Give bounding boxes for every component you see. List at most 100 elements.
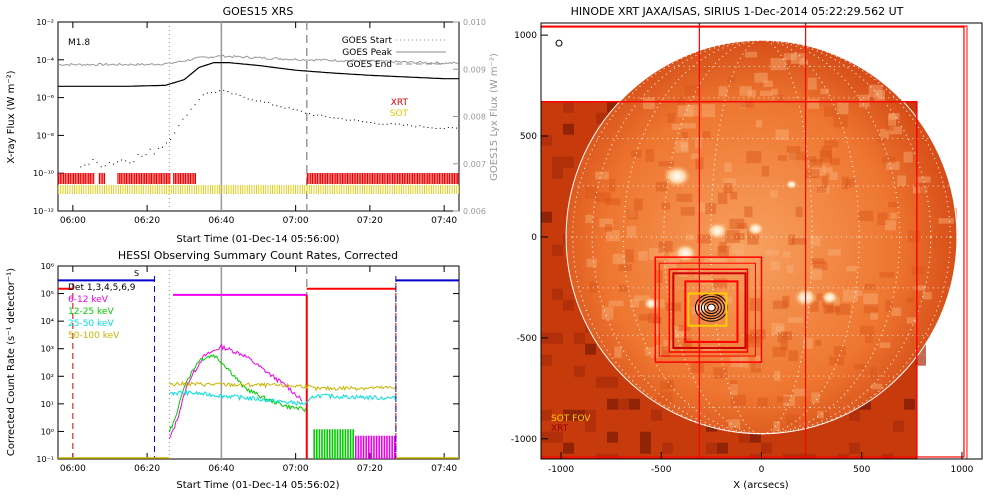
disk-texture	[724, 162, 732, 172]
goes-legend: GOES Start GOES Peak GOES End	[342, 36, 446, 70]
sot-coverage-tick	[127, 185, 128, 194]
sot-coverage-tick	[283, 185, 285, 194]
xrt-coverage-tick	[159, 173, 161, 184]
goes-short-point	[374, 122, 376, 124]
active-region	[706, 222, 729, 240]
xrt-pixel-block	[904, 398, 915, 410]
sot-coverage-tick	[451, 185, 453, 194]
xrt-pixel-block	[596, 376, 607, 388]
disk-texture	[755, 119, 762, 128]
xrt-coverage-tick	[433, 173, 435, 184]
disk-texture	[922, 291, 932, 300]
xrt-pixel-block	[596, 112, 607, 124]
sot-coverage-tick	[193, 185, 195, 194]
small-s-label: S	[134, 269, 139, 278]
goes-short-point	[423, 126, 425, 128]
xrt-pixel-block	[662, 442, 673, 454]
disk-texture	[739, 100, 746, 109]
sot-coverage-tick	[405, 185, 407, 194]
sot-coverage-tick	[101, 185, 103, 194]
disk-texture	[714, 300, 724, 308]
disk-texture	[728, 419, 741, 428]
disk-texture	[661, 202, 671, 210]
sot-coverage-tick	[345, 185, 347, 194]
xrt-coverage-tick	[194, 173, 196, 184]
hessi-x-tick-label: 07:40	[431, 464, 457, 474]
disk-texture	[823, 167, 833, 173]
xrt-coverage-tick	[58, 173, 60, 184]
sot-coverage-tick	[341, 185, 343, 194]
goes-short-point	[92, 159, 94, 160]
disk-texture	[772, 346, 787, 357]
xrt-solar-image	[541, 39, 958, 459]
sot-coverage-tick	[198, 185, 200, 194]
sot-coverage-tick	[62, 185, 64, 194]
hessi-y-tick-label: 10³	[41, 345, 54, 354]
goes-short-point	[211, 92, 212, 94]
sot-coverage-tick	[444, 185, 446, 194]
disk-texture	[877, 212, 888, 226]
disk-texture	[659, 346, 670, 358]
sot-coverage-tick	[325, 185, 326, 194]
sot-coverage-tick	[256, 185, 257, 194]
xrt-pixel-block	[541, 134, 552, 146]
disk-texture	[667, 112, 676, 124]
disk-texture	[824, 106, 840, 117]
disk-texture	[879, 342, 891, 348]
sot-coverage-tick	[221, 185, 223, 194]
sot-coverage-tick	[426, 185, 428, 194]
disk-texture	[775, 325, 785, 334]
xrt-coverage-tick	[373, 173, 375, 184]
sot-coverage-tick	[315, 185, 317, 194]
disk-texture	[654, 323, 661, 335]
goes-short-point	[251, 99, 253, 101]
disk-texture	[585, 214, 593, 223]
grid-longitude	[622, 39, 901, 435]
sot-coverage-tick	[147, 185, 149, 194]
sot-coverage-tick	[288, 185, 290, 194]
disk-texture	[609, 178, 616, 192]
disk-texture	[912, 186, 928, 194]
sot-coverage-tick	[350, 185, 352, 194]
disk-texture	[630, 150, 642, 158]
xrt-pixel-block	[607, 398, 618, 410]
disk-texture	[723, 178, 737, 186]
goes-y-tick-label: 10⁻²	[36, 18, 54, 27]
disk-texture	[854, 363, 865, 370]
xrt-coverage-tick	[442, 173, 444, 184]
xrt-pixel-block	[541, 409, 552, 421]
legend-25-50: 25-50 keV	[68, 319, 114, 329]
sot-coverage-tick	[253, 185, 255, 194]
hessi-y-tick-label: 10¹	[41, 400, 54, 409]
xrt-x-tick-label: -1000	[548, 465, 574, 475]
sot-coverage-tick	[368, 185, 370, 194]
sot-coverage-tick	[401, 185, 402, 194]
sot-coverage-tick	[412, 185, 414, 194]
xrt-coverage-tick	[91, 173, 93, 184]
disk-texture	[734, 233, 745, 240]
disk-texture	[827, 249, 841, 256]
xrt-y-tick-label: -1000	[511, 435, 537, 445]
goes-short-point	[280, 106, 282, 108]
sot-coverage-tick	[428, 185, 430, 194]
sot-coverage-tick	[338, 185, 340, 194]
xrt-pixel-block	[563, 123, 574, 135]
goes-short-point	[129, 162, 131, 164]
goes-short-point	[431, 127, 433, 129]
goes-short-point	[398, 123, 400, 125]
goes-short-point	[439, 127, 441, 129]
disk-texture	[642, 97, 655, 110]
goes-short-point	[329, 117, 331, 118]
sot-coverage-tick	[150, 185, 151, 194]
xrt-pixel-block	[552, 288, 563, 300]
hessi-x-tick-label: 06:00	[60, 464, 86, 474]
goes-short-point	[198, 99, 200, 101]
disk-texture	[945, 238, 957, 247]
sot-coverage-tick	[313, 185, 315, 194]
hessi-plot-frame	[57, 265, 460, 460]
xrt-coverage-tick	[355, 173, 357, 184]
disk-texture	[770, 58, 787, 71]
xrt-coverage-tick	[378, 173, 380, 184]
xrt-coverage-tick	[423, 173, 425, 184]
disk-texture	[837, 101, 849, 114]
